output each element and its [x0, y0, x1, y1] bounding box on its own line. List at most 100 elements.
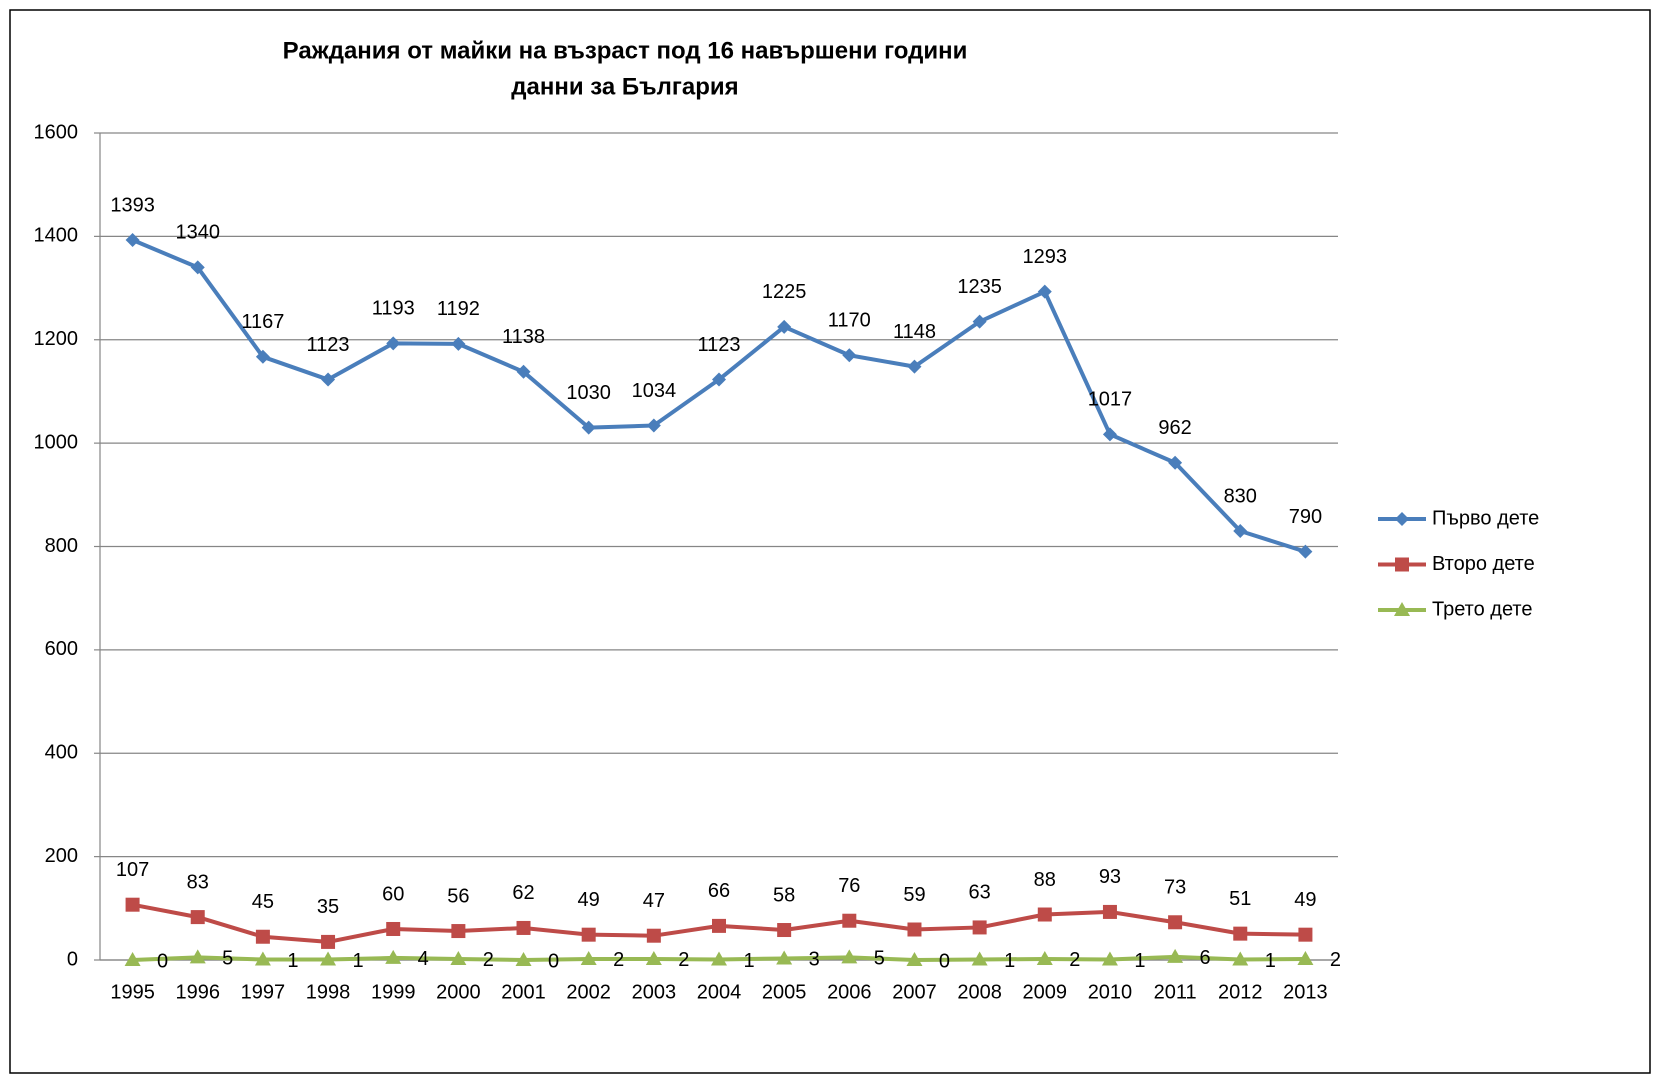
data-label: 2 [483, 949, 494, 971]
data-label: 2 [678, 949, 689, 971]
chart-title: Раждания от майки на възраст под 16 навъ… [283, 37, 968, 64]
data-label: 0 [548, 950, 559, 972]
data-label: 56 [447, 885, 469, 907]
data-label: 830 [1224, 485, 1257, 507]
data-label: 1235 [957, 276, 1002, 298]
point [125, 232, 140, 247]
x-tick-label: 1998 [306, 981, 351, 1003]
data-label: 1 [743, 950, 754, 972]
point [254, 951, 271, 966]
point [1298, 544, 1313, 559]
point [841, 949, 858, 964]
data-label: 1193 [372, 298, 415, 320]
data-label: 51 [1229, 888, 1251, 910]
point [971, 951, 988, 966]
x-tick-label: 2005 [762, 981, 807, 1003]
data-label: 45 [252, 891, 274, 913]
point [972, 920, 987, 935]
data-label: 35 [317, 896, 339, 918]
y-tick-label: 200 [45, 845, 78, 867]
point [385, 949, 402, 964]
data-label: 73 [1164, 877, 1186, 899]
data-label: 49 [1294, 889, 1316, 911]
y-tick-label: 1400 [34, 225, 79, 247]
point [842, 913, 857, 928]
point [320, 951, 337, 966]
point [906, 952, 923, 966]
x-tick-label: 2006 [827, 981, 872, 1003]
point [646, 928, 661, 943]
y-tick-label: 1200 [34, 328, 79, 350]
point [1168, 915, 1183, 930]
point [1394, 602, 1410, 616]
point [1167, 948, 1184, 963]
chart-frame [9, 9, 1651, 1074]
data-label: 1148 [893, 321, 936, 343]
point [1037, 284, 1052, 299]
point [1297, 950, 1314, 965]
data-label: 1123 [697, 334, 740, 356]
data-label: 1170 [828, 310, 871, 332]
data-label: 2 [613, 949, 624, 971]
point [516, 364, 531, 379]
x-tick-label: 1999 [371, 981, 416, 1003]
point [1233, 926, 1248, 941]
point [842, 348, 857, 363]
legend-label: Трето дете [1432, 598, 1532, 620]
y-tick-label: 1000 [34, 431, 79, 453]
point [450, 950, 467, 965]
data-label: 1 [1134, 950, 1145, 972]
point [255, 929, 270, 944]
x-tick-label: 2002 [566, 981, 611, 1003]
data-label: 49 [578, 889, 600, 911]
data-label: 1030 [566, 382, 611, 404]
data-label: 76 [838, 875, 860, 897]
data-label: 63 [969, 882, 991, 904]
point [777, 319, 792, 334]
point [646, 418, 661, 433]
point [580, 950, 597, 965]
data-label: 2 [1069, 949, 1080, 971]
data-label: 1138 [502, 326, 545, 348]
data-label: 107 [116, 859, 149, 881]
point [321, 372, 336, 387]
x-tick-label: 2003 [632, 981, 677, 1003]
data-label: 58 [773, 884, 795, 906]
point [777, 923, 792, 938]
point [451, 924, 466, 939]
data-label: 6 [1200, 947, 1211, 969]
data-label: 0 [939, 950, 950, 972]
y-tick-label: 600 [45, 638, 78, 660]
point [321, 934, 336, 949]
data-label: 1034 [632, 380, 677, 402]
data-label: 5 [874, 948, 885, 970]
data-label: 5 [222, 948, 233, 970]
point [386, 921, 401, 936]
point [451, 336, 466, 351]
point [1036, 950, 1053, 965]
point [907, 359, 922, 374]
y-tick-label: 400 [45, 742, 78, 764]
data-label: 0 [157, 950, 168, 972]
legend-label: Второ дете [1432, 553, 1535, 575]
point [1101, 951, 1118, 966]
point [1233, 523, 1248, 538]
x-tick-label: 2007 [892, 981, 937, 1003]
data-label: 1167 [241, 311, 284, 333]
data-label: 1 [352, 950, 363, 972]
data-label: 1 [287, 950, 298, 972]
x-tick-label: 2010 [1088, 981, 1133, 1003]
point [711, 951, 727, 966]
point [190, 260, 205, 275]
x-tick-label: 2012 [1218, 981, 1263, 1003]
point [386, 336, 401, 351]
x-tick-label: 2011 [1154, 981, 1197, 1003]
point [1168, 455, 1183, 470]
data-label: 59 [903, 884, 925, 906]
point [1395, 557, 1409, 572]
point [1298, 927, 1313, 942]
data-label: 60 [382, 883, 404, 905]
point [124, 952, 141, 966]
x-tick-label: 1996 [175, 981, 220, 1003]
